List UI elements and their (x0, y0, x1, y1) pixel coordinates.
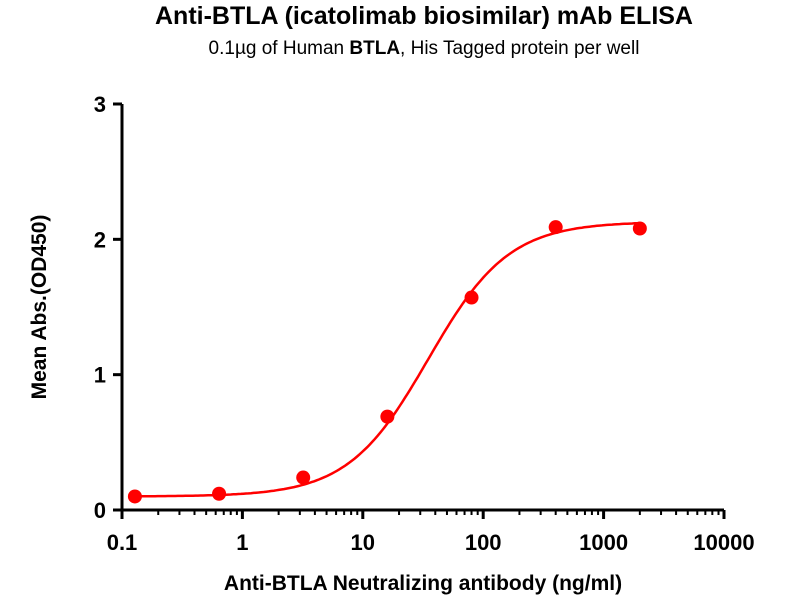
x-tick-label: 10 (351, 530, 375, 555)
x-tick-label: 0.1 (107, 530, 138, 555)
data-point (548, 220, 563, 235)
chart-subtitle: 0.1µg of Human BTLA, His Tagged protein … (0, 38, 800, 60)
x-axis-label: Anti-BTLA Neutralizing antibody (ng/ml) (224, 572, 622, 595)
data-point (380, 409, 395, 424)
fit-curve-group (134, 221, 640, 498)
subtitle-part-1: 0.1µg of Human (208, 38, 350, 59)
subtitle-part-2: BTLA (349, 38, 401, 59)
y-tick-label: 0 (94, 498, 106, 523)
x-tick-label: 1000 (579, 530, 628, 555)
y-tick-label: 1 (94, 363, 106, 388)
data-point (296, 470, 311, 485)
x-tick-label: 100 (465, 530, 502, 555)
data-point (464, 290, 479, 305)
y-tick-label: 3 (94, 92, 106, 117)
x-tick-label: 1 (236, 530, 248, 555)
data-point (212, 486, 227, 501)
y-tick-label: 2 (94, 227, 106, 252)
y-axis-label: Mean Abs.(OD450) (28, 215, 51, 400)
subtitle-part-3: , His Tagged protein per well (400, 38, 640, 59)
chart-title: Anti-BTLA (icatolimab biosimilar) mAb EL… (155, 2, 693, 30)
axes: 0.1 1 10 100 1000 10000 0 1 2 3 (94, 92, 755, 555)
fit-curve (134, 221, 640, 498)
data-point (632, 221, 647, 236)
data-point (127, 489, 142, 504)
data-points (127, 220, 647, 504)
x-tick-label: 10000 (693, 530, 754, 555)
